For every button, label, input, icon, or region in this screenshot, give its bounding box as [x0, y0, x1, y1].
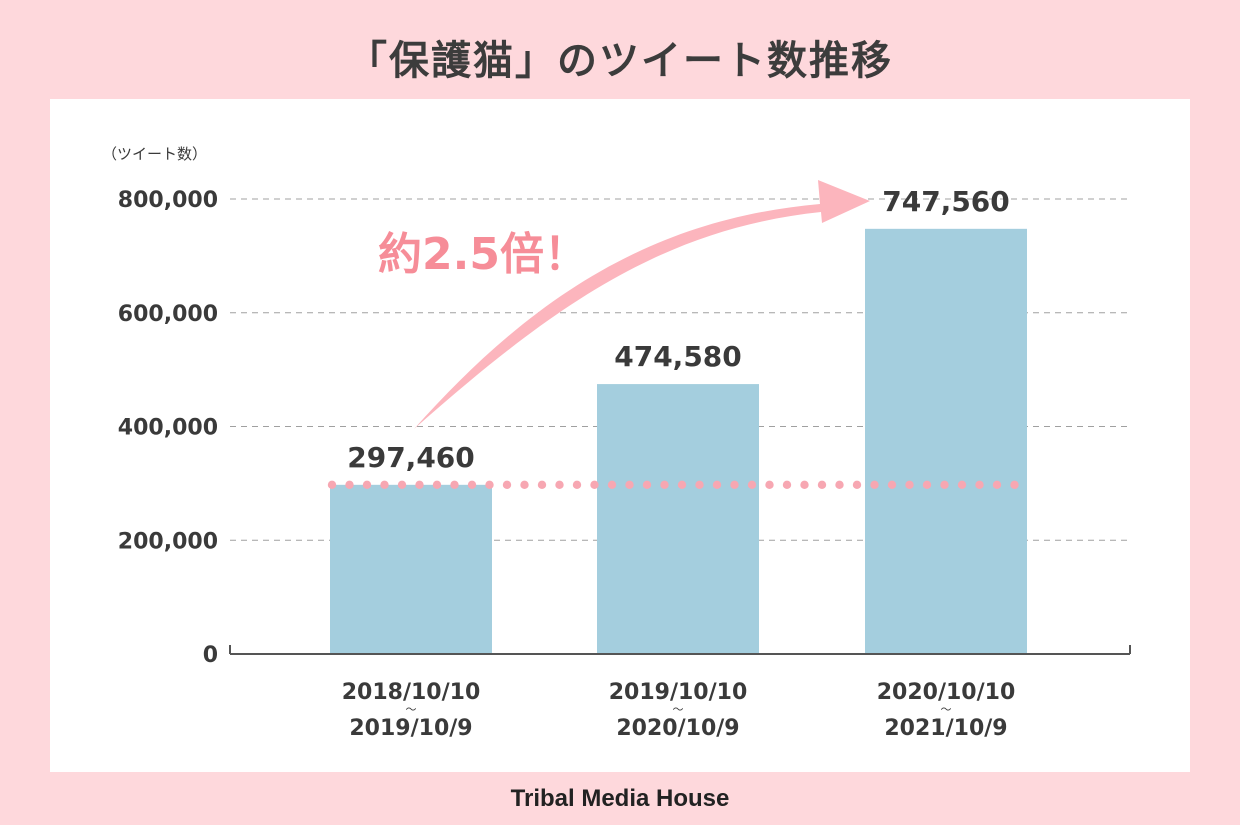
reference-dot — [817, 480, 827, 490]
bar — [597, 384, 759, 654]
reference-dot — [677, 480, 687, 490]
reference-dot — [712, 480, 722, 490]
x-tick-separator: 〜 — [673, 703, 684, 716]
reference-dot — [800, 480, 809, 490]
reference-dot — [940, 480, 949, 490]
y-tick-label: 800,000 — [118, 188, 218, 213]
reference-dot — [887, 480, 897, 490]
growth-arrow — [414, 180, 870, 429]
reference-dot — [1010, 480, 1019, 490]
reference-dot — [905, 480, 914, 490]
y-tick-label: 600,000 — [118, 302, 218, 327]
x-tick-label: 2020/10/9 — [616, 716, 739, 741]
bar — [330, 484, 492, 654]
reference-dot — [852, 480, 862, 490]
y-tick-label: 0 — [203, 643, 218, 668]
x-tick-label: 2019/10/9 — [349, 716, 472, 741]
reference-dot — [992, 480, 1002, 490]
x-tick-label: 2019/10/10 — [609, 680, 748, 705]
reference-dot — [922, 480, 932, 490]
reference-dot — [327, 480, 337, 490]
bar-value-label: 297,460 — [347, 441, 475, 474]
reference-dot — [660, 480, 669, 490]
growth-annotation: 約2.5倍！ — [378, 229, 588, 280]
chart-title: 「保護猫」のツイート数推移 — [347, 38, 893, 84]
reference-dot — [957, 480, 967, 490]
y-tick-label: 200,000 — [118, 529, 218, 554]
reference-dot — [380, 480, 389, 490]
reference-dot — [835, 480, 844, 490]
reference-dot — [397, 480, 407, 490]
reference-dot — [485, 480, 494, 490]
reference-dot — [520, 480, 529, 490]
reference-dot — [502, 480, 512, 490]
reference-dot — [975, 480, 984, 490]
reference-dot — [765, 480, 774, 490]
bar-chart: 0 200,000 400,000 600,000 800,000 （ツイート数） 297,… — [102, 145, 1131, 741]
reference-dot — [450, 480, 459, 490]
reference-dot — [870, 480, 879, 490]
reference-dot — [782, 480, 792, 490]
y-axis-label: （ツイート数） — [102, 145, 207, 163]
reference-dot — [345, 480, 354, 490]
reference-dot — [730, 480, 739, 490]
x-tick-label: 2020/10/10 — [877, 680, 1016, 705]
bar-value-label: 474,580 — [614, 340, 742, 373]
reference-dot — [537, 480, 547, 490]
x-tick-separator: 〜 — [406, 703, 417, 716]
reference-dot — [695, 480, 704, 490]
brand-logo: Tribal Media House — [510, 785, 730, 812]
reference-dot — [467, 480, 477, 490]
reference-dot — [555, 480, 564, 490]
reference-dot — [362, 480, 372, 490]
chart-panel: 0 200,000 400,000 600,000 800,000 （ツイート数） 297,… — [50, 99, 1190, 772]
reference-dot — [415, 480, 424, 490]
reference-dot — [607, 480, 617, 490]
y-tick-label: 400,000 — [118, 416, 218, 441]
reference-dot — [432, 480, 442, 490]
reference-dot — [590, 480, 599, 490]
bar — [865, 228, 1027, 654]
reference-dot — [642, 480, 652, 490]
reference-dot — [747, 480, 757, 490]
reference-dot — [572, 480, 582, 490]
bar-value-label: 747,560 — [882, 185, 1010, 218]
x-tick-label: 2018/10/10 — [342, 680, 481, 705]
x-tick-separator: 〜 — [941, 703, 952, 716]
x-tick-label: 2021/10/9 — [884, 716, 1007, 741]
reference-dot — [625, 480, 634, 490]
